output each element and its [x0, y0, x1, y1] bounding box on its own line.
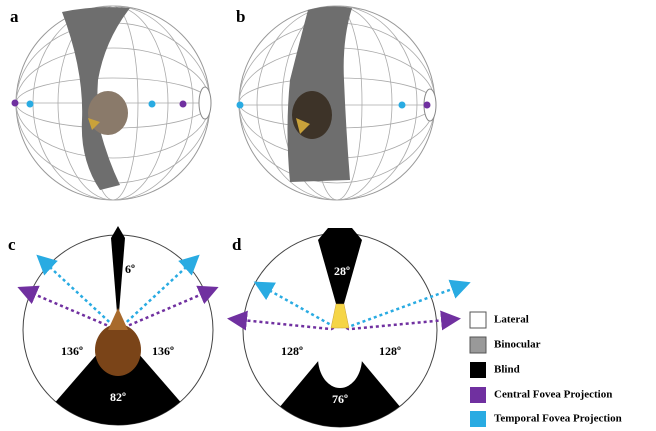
legend-swatch	[470, 362, 486, 378]
angle-label: 6º	[125, 262, 135, 276]
globe-b	[237, 6, 437, 200]
legend-label: Lateral	[494, 314, 529, 326]
angle-label: 76º	[332, 392, 348, 406]
legend-swatch	[470, 337, 486, 353]
legend-label: Temporal Fovea Projection	[494, 413, 622, 425]
angle-label: 136º	[61, 344, 83, 358]
angle-label: 128º	[379, 344, 401, 358]
panel-label: d	[232, 235, 242, 254]
legend-label: Blind	[494, 364, 520, 376]
globe-a	[12, 6, 212, 200]
angle-label: 28º	[334, 264, 350, 278]
diagram-d	[232, 228, 466, 427]
legend-label: Central Fovea Projection	[494, 389, 612, 401]
angle-label: 128º	[281, 344, 303, 358]
legend-label: Binocular	[494, 339, 541, 351]
legend-swatch	[470, 411, 486, 427]
legend-swatch	[470, 312, 486, 328]
figure: a b c d 6º 136º 136º 82º 28º 128º 128º 7…	[0, 0, 656, 431]
legend-swatch	[470, 387, 486, 403]
angle-label: 136º	[152, 344, 174, 358]
angle-label: 82º	[110, 390, 126, 404]
panel-label: c	[8, 235, 16, 254]
panel-label: a	[10, 7, 19, 26]
legend: Lateral Binocular Blind Central Fovea Pr…	[470, 312, 622, 427]
panel-label: b	[236, 7, 245, 26]
